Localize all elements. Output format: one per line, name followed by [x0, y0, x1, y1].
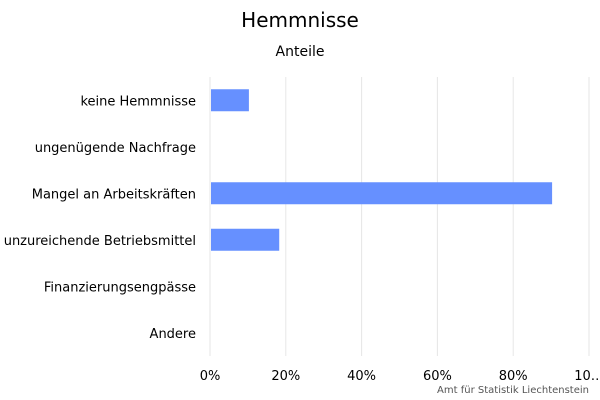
x-tick-label: 10… [574, 369, 600, 384]
x-tick-label: 0% [200, 369, 221, 384]
category-label: keine Hemmnisse [80, 94, 196, 109]
category-label: Mangel an Arbeitskräften [32, 187, 196, 202]
category-label: ungenügende Nachfrage [35, 141, 196, 156]
category-label: Andere [150, 327, 196, 342]
category-label: unzureichende Betriebsmittel [4, 234, 196, 249]
x-tick-label: 80% [499, 369, 528, 384]
bars [211, 89, 553, 251]
category-label: Finanzierungsengpässe [44, 280, 196, 295]
source-credit: Amt für Statistik Liechtenstein [437, 385, 589, 396]
x-tick-label: 20% [271, 369, 300, 384]
x-tick-label: 60% [423, 369, 452, 384]
grid-lines [209, 77, 590, 356]
bar[interactable] [211, 182, 553, 205]
chart-subtitle: Anteile [275, 44, 325, 60]
chart-title: Hemmnisse [241, 8, 359, 32]
x-axis-tick-labels: 0% 20% 40% 60% 80% 10… [200, 369, 600, 384]
x-tick-label: 40% [347, 369, 376, 384]
category-labels: keine Hemmnisse ungenügende Nachfrage Mang… [4, 94, 196, 342]
bar[interactable] [211, 89, 249, 112]
bar[interactable] [211, 228, 280, 251]
